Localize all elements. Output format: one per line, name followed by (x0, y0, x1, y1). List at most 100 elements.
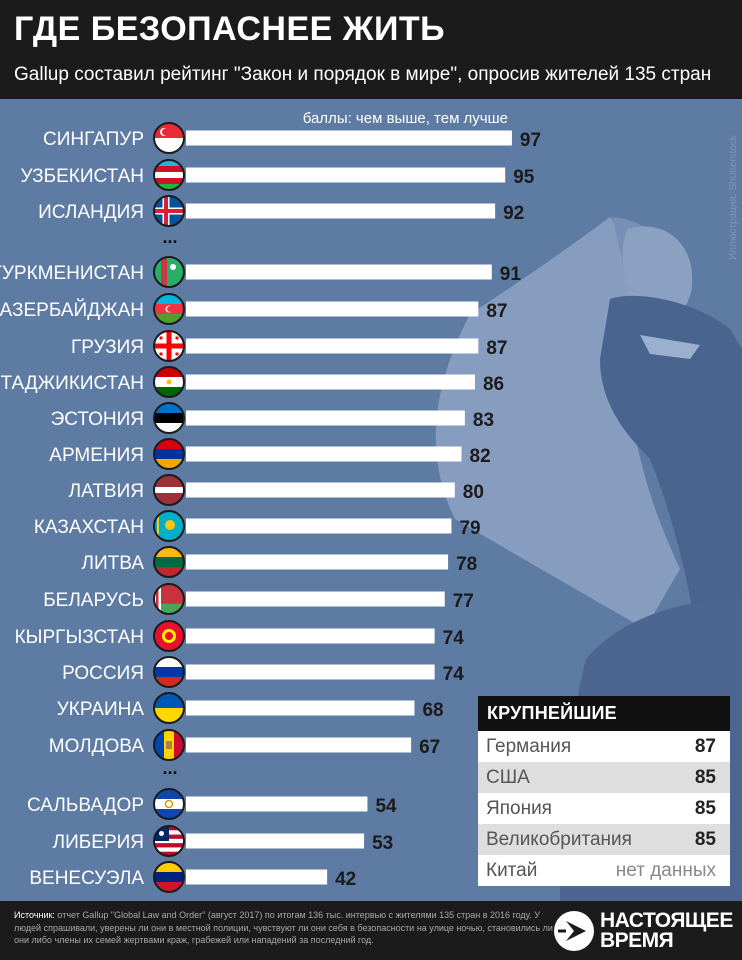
economies-table-title: КРУПНЕЙШИЕ ЭКОНОМИКИ (478, 696, 730, 758)
bar (186, 338, 479, 354)
chart-row: КЫРГЫЗСТАН 74 (15, 620, 465, 652)
brand-logo[interactable]: НАСТОЯЩЕЕ ВРЕМЯ (552, 908, 737, 954)
tajikistan-flag-icon (154, 367, 184, 397)
illustration-credit: Иллюстрация: Shutterstock (728, 135, 739, 260)
bar (186, 869, 328, 885)
country-label: АЗЕРБАЙДЖАН (0, 299, 144, 321)
bar (186, 167, 506, 183)
gap-markers: ...... (162, 227, 177, 778)
ranking-bar-chart: баллы: чем выше, тем лучше СИНГАПУР 97 УЗБ… (0, 110, 742, 901)
armenia-flag-icon (154, 439, 184, 469)
chart-row: САЛЬВАДОР 54 (27, 788, 397, 820)
chart-row: ИСЛАНДИЯ 92 (38, 195, 524, 227)
chart-row: УЗБЕКИСТАН 95 (21, 159, 535, 191)
bar (186, 482, 455, 498)
country-label: БЕЛАРУСЬ (43, 590, 144, 611)
country-label: СИНГАПУР (43, 129, 144, 150)
source-text: отчет Gallup "Global Law and Order" (авг… (14, 910, 553, 945)
score-value: 87 (694, 736, 716, 757)
country-label: АРМЕНИЯ (49, 445, 144, 466)
moldova-flag-icon (154, 730, 184, 760)
value-label: 82 (470, 446, 491, 467)
value-label: 54 (375, 796, 397, 817)
value-label: 53 (372, 833, 393, 854)
footer: Источник: отчет Gallup "Global Law and O… (0, 901, 742, 960)
chart-row: ГРУЗИЯ 87 (71, 330, 507, 362)
chart-row: РОССИЯ 74 (62, 656, 464, 688)
value-label: 97 (520, 130, 541, 151)
score-value: 85 (694, 829, 716, 850)
bar (186, 591, 445, 607)
value-label: 68 (422, 700, 443, 721)
belarus-flag-icon (154, 584, 184, 614)
chart-row: ЛИТВА 78 (82, 546, 477, 578)
table-row: Великобритания 85 (478, 824, 730, 855)
chart-row: ВЕНЕСУЭЛА 42 (29, 861, 356, 893)
chart-rows: СИНГАПУР 97 УЗБЕКИСТАН 95 ИСЛАНДИЯ 92 ТУРКМЕНИ… (0, 122, 541, 893)
bar (186, 737, 412, 753)
score-value: 85 (694, 767, 716, 788)
country-label: ТУРКМЕНИСТАН (0, 263, 144, 284)
gap-marker: ... (162, 758, 177, 778)
gap-marker: ... (162, 227, 177, 247)
bar (186, 554, 449, 570)
country-label: КАЗАХСТАН (34, 517, 144, 538)
venezuela-flag-icon (154, 862, 184, 892)
uzbekistan-flag-icon (154, 160, 184, 190)
chart-row: ЛАТВИЯ 80 (69, 474, 484, 506)
country-label: УКРАИНА (57, 699, 145, 720)
value-label: 80 (463, 482, 484, 503)
singapore-flag-icon (154, 123, 184, 153)
bar (186, 664, 435, 680)
chart-row: СИНГАПУР 97 (43, 122, 541, 154)
country-label: ВЕНЕСУЭЛА (29, 868, 144, 889)
country-label: ГРУЗИЯ (71, 337, 144, 358)
country-label: ЭСТОНИЯ (51, 409, 144, 430)
value-label: 92 (503, 203, 524, 224)
country-label: ЛИТВА (82, 553, 145, 574)
bar (186, 796, 368, 812)
bar (186, 410, 465, 426)
table-row: Япония 85 (478, 793, 730, 824)
chart-row: ЛИБЕРИЯ 53 (53, 825, 393, 857)
chart-row: УКРАИНА 68 (57, 692, 444, 724)
country-name: Китай (486, 860, 538, 881)
value-label: 83 (473, 410, 494, 431)
value-label: 74 (443, 628, 465, 649)
table-row: США 85 (478, 762, 730, 793)
economies-table: КРУПНЕЙШИЕ ЭКОНОМИКИ Германия 87 США 85 Яп… (478, 696, 730, 886)
bar (186, 628, 435, 644)
source-label: Источник: (14, 910, 55, 920)
country-name: Великобритания (486, 829, 632, 850)
country-label: КЫРГЫЗСТАН (15, 627, 144, 648)
country-label: РОССИЯ (62, 663, 144, 684)
value-label: 77 (453, 591, 474, 612)
logo-text-line1: НАСТОЯЩЕЕ (600, 909, 733, 932)
lithuania-flag-icon (154, 547, 184, 577)
bar (186, 203, 496, 219)
value-label: 95 (513, 167, 535, 188)
country-label: ЛИБЕРИЯ (53, 832, 144, 853)
header: ГДЕ БЕЗОПАСНЕЕ ЖИТЬ Gallup составил рейт… (0, 0, 742, 99)
logo-text-line2: ВРЕМЯ (600, 929, 674, 952)
country-label: ТАДЖИКИСТАН (0, 373, 144, 394)
value-label: 42 (335, 869, 356, 890)
el-salvador-flag-icon (154, 789, 184, 819)
chart-row: АРМЕНИЯ 82 (49, 438, 491, 470)
value-label: 87 (486, 301, 507, 322)
bar (186, 130, 512, 146)
chart-row: ЭСТОНИЯ 83 (51, 402, 494, 434)
latvia-flag-icon (154, 475, 184, 505)
chart-row: АЗЕРБАЙДЖАН 87 (0, 293, 507, 325)
logo-emblem-icon (554, 911, 594, 951)
bar (186, 301, 479, 317)
chart-row: ТУРКМЕНИСТАН 91 (0, 256, 521, 288)
ukraine-flag-icon (154, 693, 184, 723)
table-row: Германия 87 (478, 731, 730, 762)
chart-row: МОЛДОВА 67 (49, 729, 440, 761)
value-label: 78 (456, 554, 477, 575)
country-label: ЛАТВИЯ (69, 481, 144, 502)
russia-flag-icon (154, 657, 184, 687)
bar (186, 518, 452, 534)
